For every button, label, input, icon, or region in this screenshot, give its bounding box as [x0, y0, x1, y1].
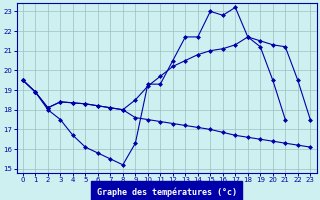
X-axis label: Graphe des températures (°c): Graphe des températures (°c)	[97, 187, 236, 197]
